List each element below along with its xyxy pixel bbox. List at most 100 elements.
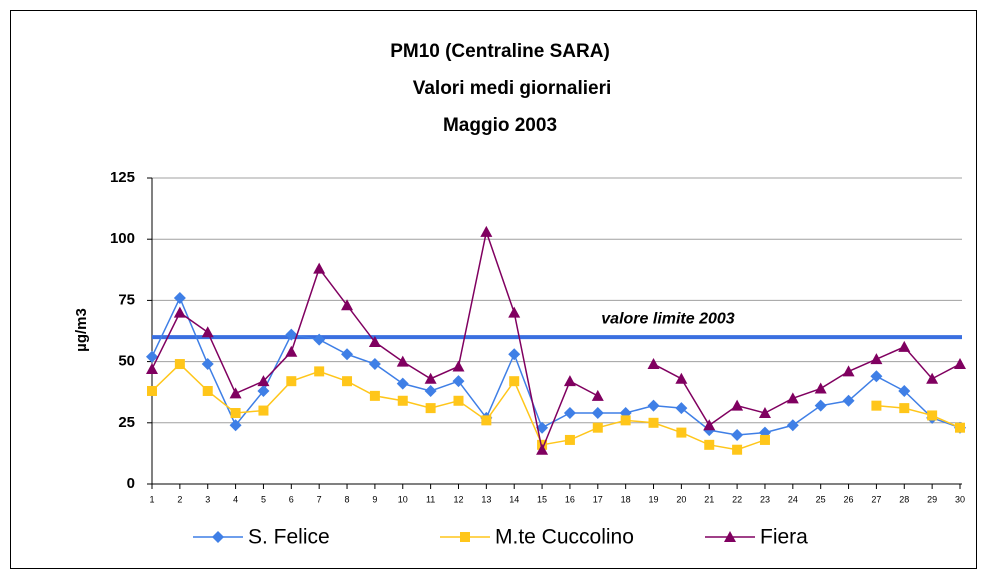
data-point bbox=[146, 350, 158, 363]
x-tick-label: 8 bbox=[345, 494, 350, 504]
data-point bbox=[675, 372, 688, 384]
data-point bbox=[174, 359, 185, 370]
data-point bbox=[563, 375, 576, 387]
data-point bbox=[592, 422, 603, 433]
data-point bbox=[257, 375, 270, 387]
data-point bbox=[620, 415, 631, 426]
data-point bbox=[173, 291, 186, 304]
legend-marker bbox=[460, 532, 470, 542]
data-point bbox=[201, 358, 214, 371]
chart-title: Valori medi giornalieri bbox=[413, 78, 612, 99]
data-point bbox=[146, 362, 158, 374]
x-tick-label: 12 bbox=[453, 494, 463, 504]
data-point bbox=[425, 403, 436, 414]
data-point bbox=[647, 358, 660, 370]
y-axis-label: µg/m3 bbox=[73, 308, 90, 352]
data-point bbox=[314, 366, 325, 377]
data-point bbox=[870, 370, 883, 383]
data-point bbox=[871, 400, 882, 411]
data-point bbox=[285, 328, 298, 341]
data-point bbox=[313, 333, 326, 346]
data-point bbox=[591, 407, 604, 420]
data-point bbox=[927, 410, 938, 421]
data-point bbox=[424, 372, 437, 384]
x-tick-label: 4 bbox=[233, 494, 238, 504]
data-point bbox=[814, 382, 827, 394]
legend-marker bbox=[212, 531, 224, 543]
x-tick-label: 10 bbox=[398, 494, 408, 504]
data-point bbox=[229, 419, 242, 432]
data-point bbox=[814, 399, 827, 412]
x-tick-label: 15 bbox=[537, 494, 547, 504]
data-point bbox=[898, 340, 911, 352]
data-point bbox=[229, 387, 242, 399]
x-tick-label: 1 bbox=[149, 494, 154, 504]
y-tick-label: 125 bbox=[110, 169, 135, 186]
data-point bbox=[564, 434, 575, 445]
data-point bbox=[786, 392, 799, 404]
chart-title: Maggio 2003 bbox=[443, 115, 557, 136]
x-tick-label: 30 bbox=[955, 494, 965, 504]
x-tick-label: 14 bbox=[509, 494, 519, 504]
data-point bbox=[926, 372, 939, 384]
legend-label: Fiera bbox=[760, 526, 808, 549]
data-point bbox=[202, 385, 213, 396]
x-tick-label: 7 bbox=[317, 494, 322, 504]
chart-title: PM10 (Centraline SARA) bbox=[390, 41, 610, 62]
data-point bbox=[397, 395, 408, 406]
x-tick-label: 18 bbox=[621, 494, 631, 504]
data-point bbox=[286, 376, 297, 387]
x-tick-label: 2 bbox=[177, 494, 182, 504]
data-point bbox=[563, 407, 576, 420]
data-point bbox=[758, 407, 771, 419]
data-point bbox=[341, 299, 354, 311]
data-point bbox=[759, 434, 770, 445]
x-tick-label: 3 bbox=[205, 494, 210, 504]
data-point bbox=[341, 348, 354, 361]
data-point bbox=[396, 377, 409, 390]
data-point bbox=[899, 403, 910, 414]
data-point bbox=[591, 389, 604, 401]
x-tick-label: 26 bbox=[844, 494, 854, 504]
x-tick-label: 11 bbox=[426, 494, 435, 504]
limit-label: valore limite 2003 bbox=[601, 310, 735, 327]
x-tick-label: 21 bbox=[704, 494, 714, 504]
data-point bbox=[536, 443, 549, 455]
data-point bbox=[955, 422, 965, 433]
y-tick-label: 75 bbox=[118, 291, 135, 308]
data-point bbox=[731, 429, 744, 442]
data-point bbox=[732, 444, 743, 455]
x-tick-label: 16 bbox=[565, 494, 575, 504]
data-point bbox=[898, 384, 911, 397]
data-point bbox=[508, 306, 521, 318]
data-point bbox=[842, 394, 855, 407]
x-tick-label: 22 bbox=[732, 494, 742, 504]
data-point bbox=[675, 402, 688, 415]
data-point bbox=[536, 421, 549, 434]
data-point bbox=[230, 408, 241, 419]
data-point bbox=[647, 399, 660, 412]
data-point bbox=[342, 376, 353, 387]
data-point bbox=[954, 358, 966, 370]
data-point bbox=[396, 355, 409, 367]
data-point bbox=[842, 365, 855, 377]
x-tick-label: 9 bbox=[372, 494, 377, 504]
x-tick-label: 6 bbox=[289, 494, 294, 504]
data-point bbox=[368, 358, 381, 371]
data-point bbox=[173, 306, 186, 318]
x-tick-label: 23 bbox=[760, 494, 770, 504]
data-point bbox=[257, 384, 270, 397]
y-tick-label: 0 bbox=[127, 475, 135, 492]
x-tick-label: 13 bbox=[481, 494, 491, 504]
x-tick-label: 17 bbox=[593, 494, 603, 504]
data-point bbox=[704, 439, 715, 450]
data-point bbox=[676, 427, 687, 438]
data-point bbox=[648, 417, 659, 428]
data-point bbox=[313, 262, 326, 274]
data-point bbox=[147, 385, 157, 396]
data-point bbox=[509, 376, 520, 387]
data-point bbox=[480, 225, 493, 237]
legend-label: M.te Cuccolino bbox=[495, 526, 634, 549]
data-point bbox=[481, 415, 492, 426]
